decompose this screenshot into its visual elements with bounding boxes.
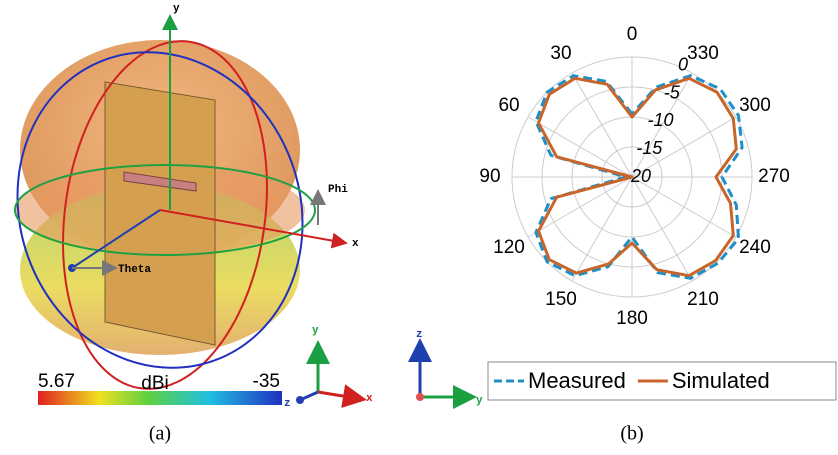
triad-dot	[416, 393, 424, 401]
triad-dot	[296, 396, 304, 404]
angle-tick-label: 150	[545, 289, 577, 310]
angle-tick-label: 240	[739, 237, 771, 258]
triad-label: z	[284, 398, 291, 410]
theta-label: Theta	[118, 264, 151, 276]
angle-tick-label: 120	[493, 237, 525, 258]
colorbar-min: -35	[253, 371, 280, 392]
triad-label: x	[366, 393, 373, 405]
colorbar-unit: dBi	[141, 373, 168, 394]
colorbar-max: 5.67	[38, 371, 75, 392]
angle-tick-label: 300	[739, 95, 771, 116]
caption: (a)	[149, 423, 171, 445]
angle-tick-label: 330	[687, 43, 719, 64]
triad-label: y	[476, 395, 483, 407]
phi-label: Phi	[328, 184, 348, 196]
grid-spoke	[528, 177, 632, 237]
angle-tick-label: 270	[758, 166, 790, 187]
polar-chart: 03060901201501802102402703003300-5-10-15…	[479, 24, 836, 445]
angle-tick-label: 0	[627, 24, 638, 45]
radial-tick-label: -15	[636, 138, 663, 158]
grid-spoke	[632, 177, 692, 281]
grid-spoke	[572, 73, 632, 177]
grid-spoke	[528, 117, 632, 177]
triad-x	[318, 392, 355, 398]
triad-label: y	[312, 325, 319, 337]
radial-tick-label: -10	[647, 110, 673, 130]
antenna-plate	[105, 82, 215, 345]
caption: (b)	[620, 423, 643, 445]
axis-label: y	[173, 3, 180, 15]
figure: y x Phi Theta 5.67 dBi -35 y x z (a) z y…	[0, 0, 838, 450]
angle-tick-label: 30	[550, 43, 571, 64]
angle-tick-label: 210	[687, 289, 719, 310]
axis-label: x	[352, 238, 359, 250]
angle-tick-label: 180	[616, 308, 648, 329]
triad-label: z	[416, 329, 423, 341]
legend-label: Measured	[528, 368, 626, 393]
angle-tick-label: 90	[479, 166, 500, 187]
legend-label: Simulated	[672, 368, 770, 393]
panel-a: y x Phi Theta 5.67 dBi -35 y x z (a)	[0, 3, 373, 445]
radial-tick-label: 0	[678, 54, 688, 74]
angle-tick-label: 60	[498, 95, 519, 116]
